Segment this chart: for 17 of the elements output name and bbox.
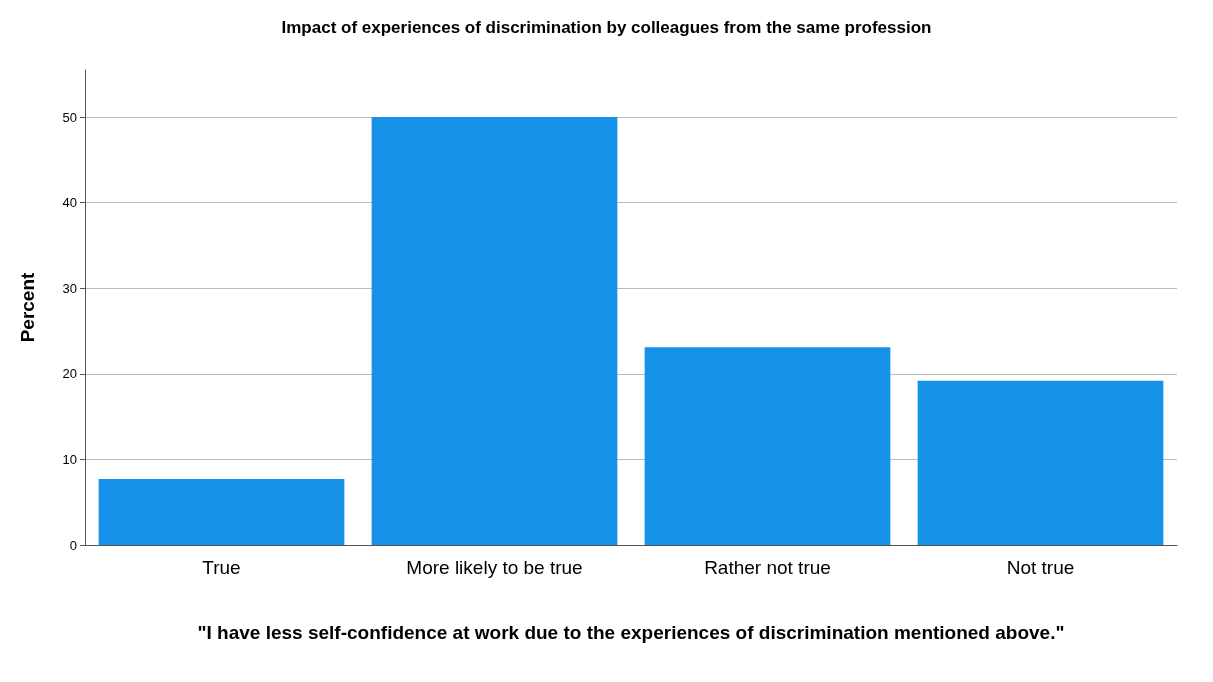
y-tick-label: 30 <box>62 280 77 296</box>
y-axis-title: Percent <box>17 271 38 343</box>
bar <box>371 117 618 545</box>
bar <box>644 347 891 545</box>
y-tick-label: 20 <box>62 366 77 382</box>
x-tick-label: More likely to be true <box>406 556 583 578</box>
bar <box>917 380 1164 545</box>
chart-title: Impact of experiences of discrimination by colleagues from the same profession <box>281 18 932 37</box>
y-tick-label: 0 <box>69 537 77 553</box>
x-tick-label: True <box>202 556 241 578</box>
y-tick-label: 50 <box>62 109 77 125</box>
x-axis-title: "I have less self-confidence at work due to the experiences of discrimination mentioned above." <box>197 622 1065 643</box>
x-tick-label: Not true <box>1006 556 1075 578</box>
y-tick-label: 40 <box>62 195 77 211</box>
x-tick-label: Rather not true <box>704 556 831 578</box>
y-tick-label: 10 <box>62 451 77 467</box>
bar <box>98 479 345 545</box>
